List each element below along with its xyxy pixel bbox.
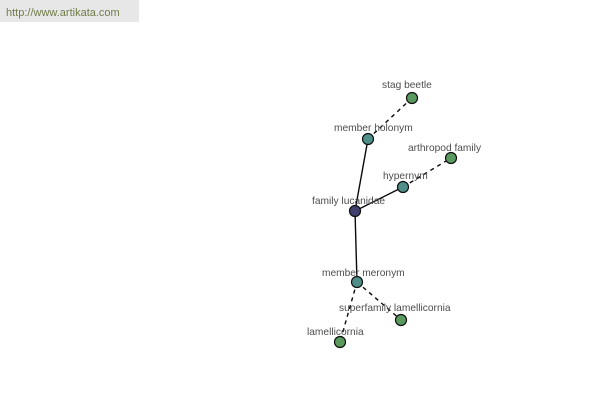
svg-text:member meronym: member meronym (322, 268, 405, 279)
svg-text:superfamily lamellicornia: superfamily lamellicornia (339, 303, 451, 314)
svg-text:hypernym: hypernym (383, 171, 428, 182)
svg-text:member holonym: member holonym (334, 123, 413, 134)
svg-text:family lucanidae: family lucanidae (312, 196, 385, 207)
svg-text:arthropod family: arthropod family (408, 143, 482, 154)
svg-text:lamellicornia: lamellicornia (307, 327, 364, 338)
svg-text:stag beetle: stag beetle (382, 80, 432, 91)
